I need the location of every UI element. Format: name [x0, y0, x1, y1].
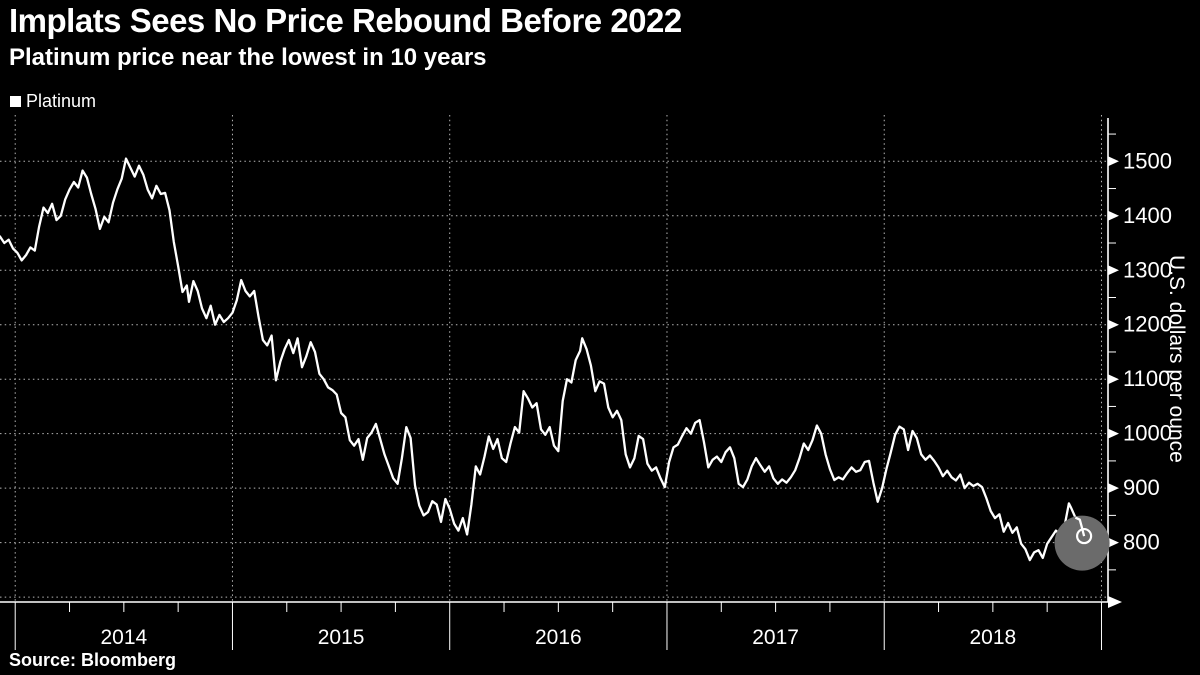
- y-axis-title: U.S. dollars per ounce: [1165, 254, 1188, 463]
- x-axis-arrow: [1108, 596, 1122, 608]
- y-tick-label: 1500: [1123, 148, 1172, 173]
- x-tick-label: 2015: [318, 626, 365, 649]
- y-major-tick: [1108, 428, 1119, 439]
- y-major-tick: [1108, 210, 1119, 221]
- y-tick-label: 1200: [1123, 312, 1172, 337]
- y-tick-label: 1000: [1123, 421, 1172, 446]
- legend-label-platinum: Platinum: [26, 91, 97, 111]
- x-tick-label: 2018: [969, 626, 1016, 649]
- last-price-marker: [1076, 527, 1093, 545]
- y-major-tick: [1108, 537, 1119, 548]
- y-major-tick: [1108, 265, 1119, 276]
- chart-title: Implats Sees No Price Rebound Before 202…: [9, 2, 682, 39]
- x-tick-label: 2014: [100, 626, 147, 649]
- source-note: Source: Bloomberg: [9, 650, 177, 670]
- y-tick-label: 1300: [1123, 257, 1172, 282]
- y-major-tick: [1108, 374, 1119, 385]
- platinum-price-line-tail: [1074, 516, 1086, 537]
- x-tick-label: 2016: [535, 626, 582, 649]
- y-tick-label: 800: [1123, 530, 1160, 555]
- platinum-price-line: [0, 157, 1086, 562]
- x-tick-label: 2017: [752, 626, 799, 649]
- y-major-tick: [1108, 483, 1119, 494]
- y-tick-label: 900: [1123, 475, 1160, 500]
- y-major-tick: [1108, 319, 1119, 330]
- legend: Platinum: [10, 91, 96, 112]
- legend-swatch-platinum: [10, 96, 21, 107]
- chart-subtitle: Platinum price near the lowest in 10 yea…: [9, 44, 487, 71]
- y-tick-label: 1400: [1123, 203, 1172, 228]
- y-tick-label: 1100: [1123, 366, 1170, 391]
- y-major-tick: [1108, 156, 1119, 167]
